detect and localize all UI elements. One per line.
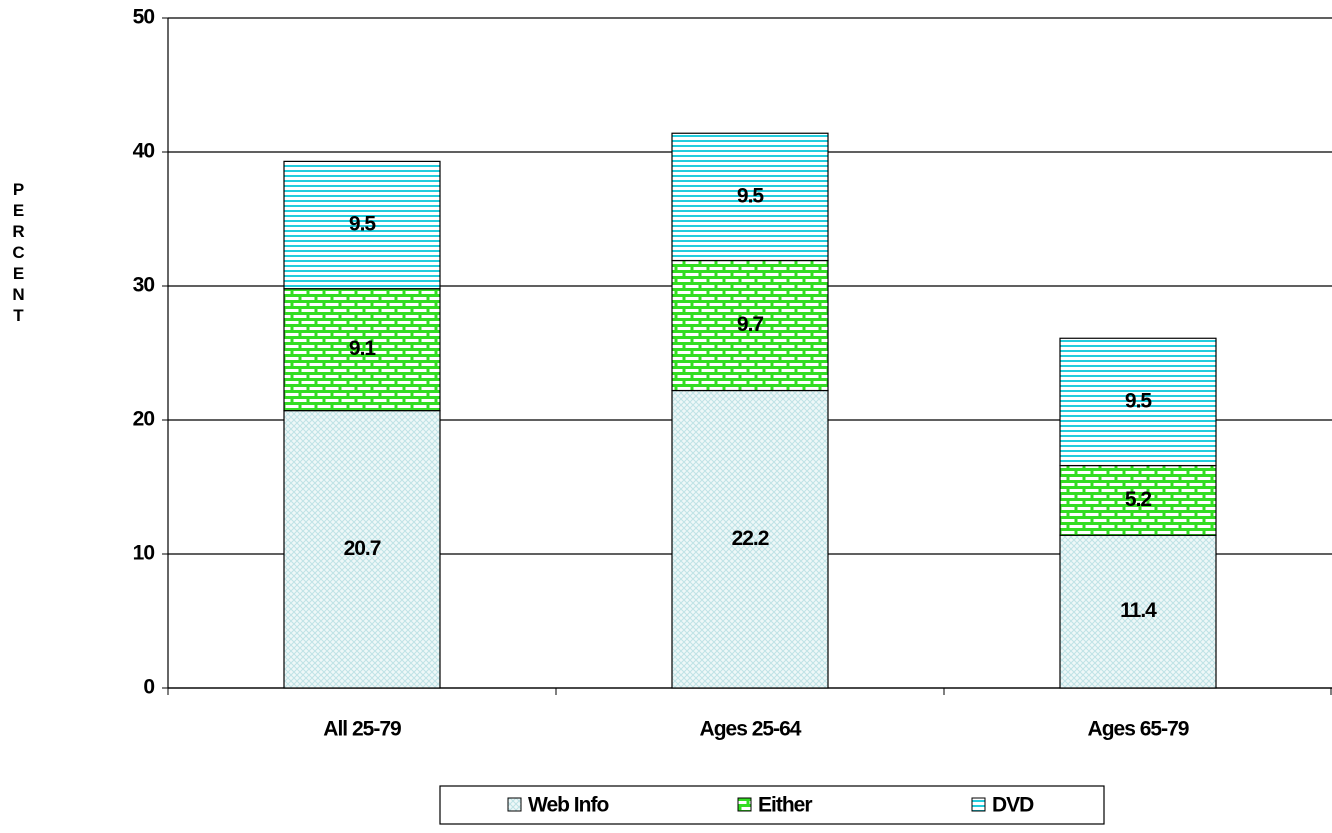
x-tick-label: All 25-79 — [323, 718, 401, 741]
bar-segment — [283, 160, 441, 290]
y-tick-label: 40 — [133, 140, 155, 163]
legend-swatch — [737, 797, 752, 812]
legend-label: Either — [758, 794, 812, 817]
bar-segment — [671, 132, 829, 262]
data-label: 22.2 — [732, 527, 769, 550]
bar-segment — [671, 259, 829, 392]
data-label: 9.5 — [1125, 389, 1153, 412]
x-tick-label: Ages 65-79 — [1088, 718, 1189, 741]
y-tick-label: 0 — [143, 676, 154, 699]
bar-segment — [1059, 464, 1217, 536]
bar-segment — [1059, 337, 1217, 467]
y-tick-label: 20 — [133, 408, 155, 431]
y-tick-label: 10 — [133, 542, 155, 565]
data-label: 11.4 — [1120, 599, 1157, 622]
y-axis-label: PERCENT — [9, 180, 28, 327]
y-tick-label: 50 — [133, 6, 155, 29]
data-label: 9.1 — [349, 337, 377, 360]
y-tick-label: 30 — [133, 274, 155, 297]
x-tick-label: Ages 25-64 — [700, 718, 802, 741]
data-label: 9.5 — [349, 213, 377, 236]
data-label: 20.7 — [344, 537, 381, 560]
legend — [439, 785, 1105, 825]
data-label: 9.5 — [737, 184, 765, 207]
data-label: 5.2 — [1125, 488, 1152, 511]
bar-segment — [671, 389, 829, 689]
data-label: 9.7 — [737, 313, 764, 336]
legend-swatch — [971, 797, 986, 812]
legend-label: DVD — [992, 794, 1034, 817]
legend-swatch — [507, 797, 522, 812]
bar-segment — [1059, 534, 1217, 689]
legend-label: Web Info — [528, 794, 608, 817]
